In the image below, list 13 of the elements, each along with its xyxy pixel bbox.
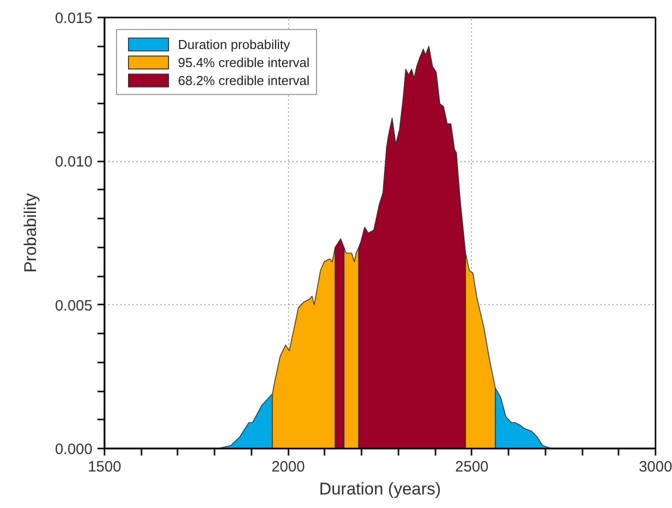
- x-tick-label: 1500: [88, 458, 122, 476]
- x-tick-label: 2000: [271, 458, 305, 476]
- legend-label: 68.2% credible interval: [178, 72, 310, 88]
- y-tick-label: 0.005: [54, 297, 93, 314]
- y-tick-label: 0.000: [54, 441, 93, 458]
- y-axis-title: Probability: [20, 192, 40, 273]
- x-tick-label: 3000: [638, 458, 672, 476]
- y-tick-label: 0.010: [54, 154, 93, 171]
- legend-label: 95.4% credible interval: [178, 54, 310, 70]
- x-axis-title: Duration (years): [319, 480, 441, 498]
- x-tick-label: 2500: [455, 458, 489, 476]
- legend-label: Duration probability: [178, 36, 290, 52]
- y-tick-label: 0.015: [54, 10, 93, 27]
